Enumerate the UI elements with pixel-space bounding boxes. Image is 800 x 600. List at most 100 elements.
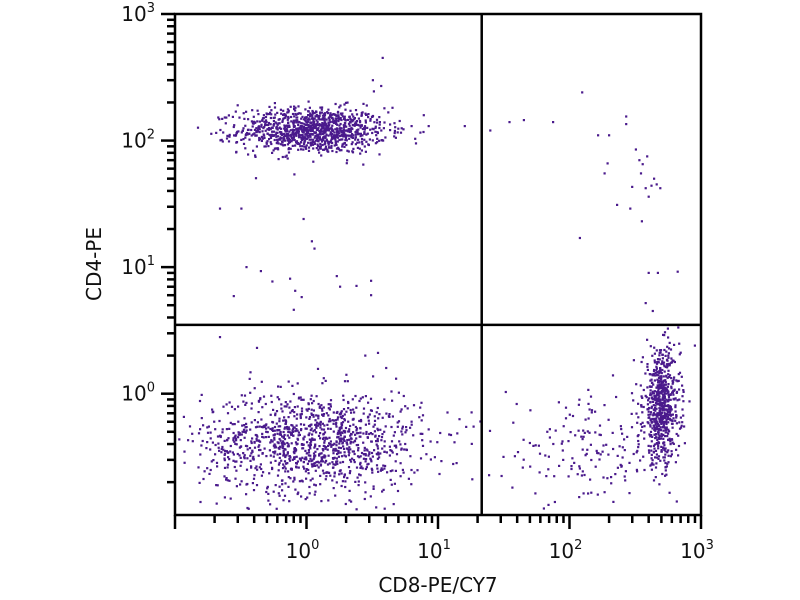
scatter-point (291, 112, 295, 116)
scatter-point-outlier (625, 115, 628, 118)
scatter-point (334, 140, 337, 143)
scatter-point (288, 436, 291, 439)
scatter-point (361, 127, 364, 131)
scatter-point (319, 142, 322, 146)
scatter-point (588, 431, 591, 434)
scatter-point (344, 502, 347, 506)
scatter-point (420, 419, 423, 422)
scatter-point (574, 434, 577, 437)
scatter-point (610, 482, 613, 485)
scatter-point (343, 135, 346, 138)
scatter-point (666, 435, 669, 438)
scatter-point (648, 433, 651, 436)
scatter-point (628, 461, 631, 464)
scatter-point (663, 444, 666, 447)
scatter-point (590, 458, 593, 462)
scatter-point (285, 128, 288, 131)
scatter-point (343, 115, 346, 118)
scatter-point (347, 401, 350, 405)
scatter-point (255, 145, 258, 148)
scatter-point (665, 350, 668, 353)
scatter-point (355, 129, 358, 132)
scatter-point (343, 126, 346, 129)
scatter-point (293, 139, 296, 142)
scatter-point (660, 418, 663, 421)
scatter-point (663, 422, 666, 425)
scatter-point (662, 407, 665, 411)
scatter-point (257, 454, 260, 457)
scatter-point (226, 134, 229, 137)
scatter-point (668, 364, 671, 367)
scatter-point (356, 476, 359, 479)
scatter-point (657, 393, 660, 397)
scatter-point (263, 145, 266, 148)
scatter-point (373, 430, 376, 433)
scatter-point (221, 428, 224, 431)
scatter-point (522, 458, 525, 461)
scatter-point (247, 128, 250, 131)
scatter-point (664, 401, 667, 404)
scatter-point (328, 462, 331, 465)
scatter-point (358, 119, 362, 123)
scatter-point (350, 411, 353, 414)
scatter-point (269, 503, 272, 506)
scatter-point (232, 439, 235, 442)
scatter-point (406, 407, 409, 410)
scatter-point (279, 439, 282, 442)
scatter-point (335, 441, 338, 444)
scatter-point (347, 454, 350, 457)
scatter-point (433, 456, 436, 459)
scatter-point (664, 428, 667, 432)
scatter-point (658, 354, 661, 357)
scatter-point (647, 444, 650, 447)
scatter-point (278, 130, 281, 134)
x-tick-label: 103 (680, 538, 714, 563)
scatter-point (657, 428, 661, 431)
scatter-point (562, 458, 565, 461)
y-tick-base: 10 (121, 255, 146, 279)
scatter-point (286, 126, 289, 129)
scatter-point (647, 449, 651, 452)
scatter-point (269, 441, 272, 444)
scatter-point (667, 405, 670, 408)
scatter-point (305, 147, 308, 150)
scatter-point (286, 452, 289, 455)
scatter-point (308, 416, 312, 419)
scatter-point (663, 331, 667, 334)
scatter-point (328, 417, 331, 421)
scatter-point (338, 149, 341, 152)
scatter-point (260, 474, 263, 477)
scatter-point-outlier (644, 187, 647, 190)
scatter-point (254, 433, 257, 437)
scatter-point-outlier (271, 280, 274, 283)
scatter-point (210, 132, 213, 135)
scatter-point (240, 445, 243, 448)
scatter-point (650, 453, 653, 456)
scatter-point (334, 121, 337, 124)
scatter-point (301, 443, 304, 446)
scatter-point (374, 435, 377, 438)
scatter-point (282, 117, 285, 120)
scatter-point (256, 109, 259, 112)
scatter-point (606, 477, 609, 480)
scatter-point (673, 376, 676, 379)
scatter-point (669, 414, 672, 417)
scatter-point (256, 435, 259, 438)
scatter-point (371, 455, 374, 458)
scatter-point (567, 440, 570, 443)
scatter-point (293, 476, 296, 479)
scatter-point (300, 138, 304, 141)
scatter-point (356, 455, 360, 458)
scatter-point (335, 457, 338, 460)
scatter-point (218, 449, 221, 452)
scatter-point (304, 133, 307, 136)
scatter-point (331, 461, 334, 464)
scatter-point (344, 101, 348, 104)
scatter-point (349, 440, 352, 443)
scatter-point (276, 432, 279, 435)
scatter-point (646, 386, 649, 389)
scatter-point (332, 452, 335, 455)
scatter-point (338, 431, 341, 434)
scatter-point (392, 503, 395, 506)
scatter-point (321, 469, 325, 472)
